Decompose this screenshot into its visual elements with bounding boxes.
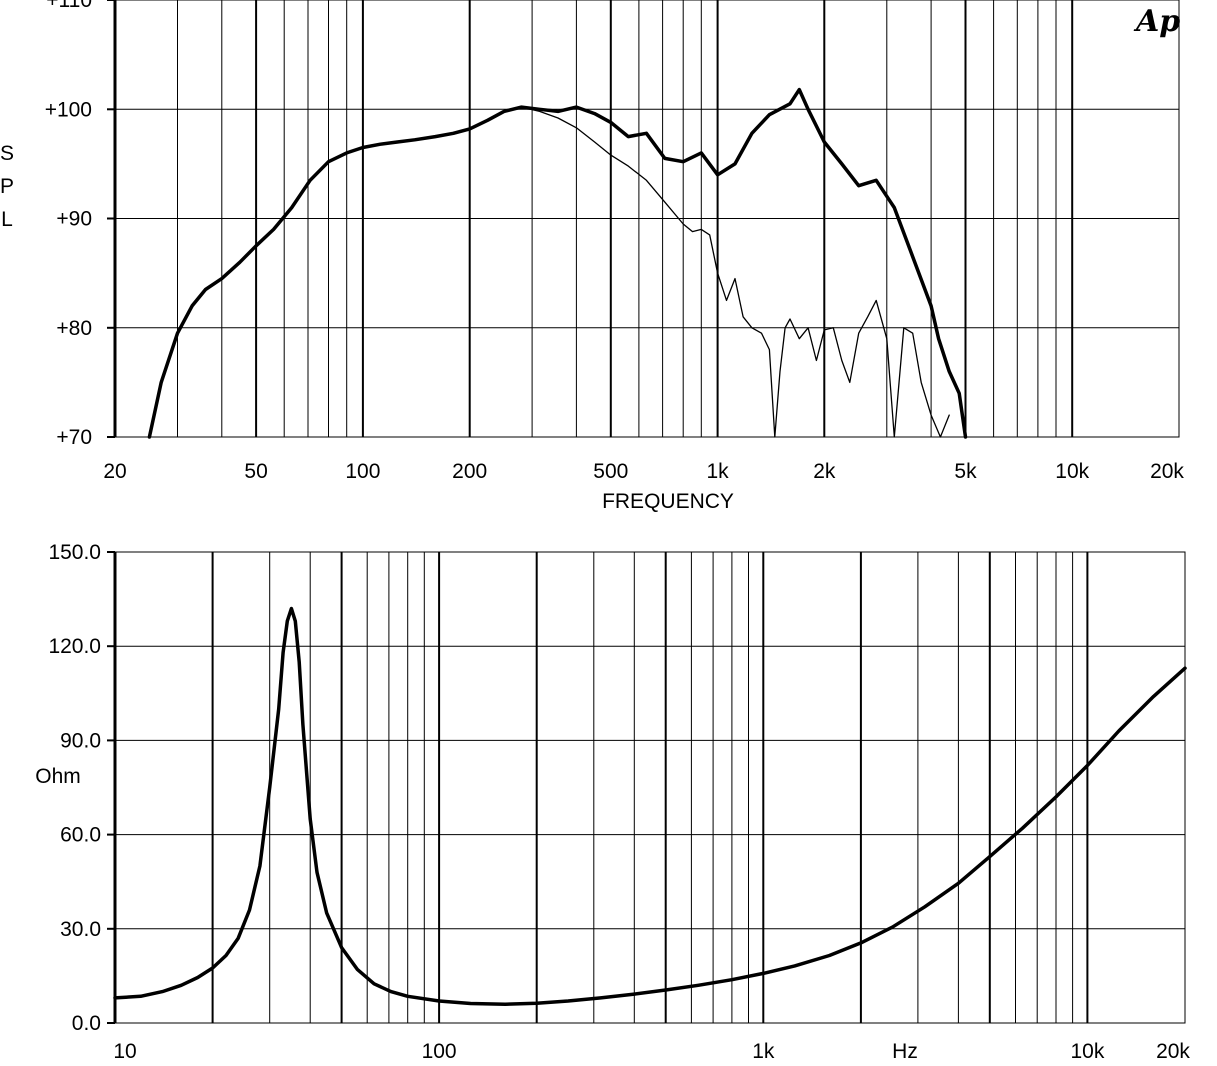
y-axis-title: Ohm — [35, 765, 81, 788]
x-tick-label: 100 — [345, 460, 380, 483]
x-tick-label: 2k — [813, 460, 836, 483]
x-tick-label: 1k — [752, 1040, 775, 1061]
y-tick-label: 90.0 — [60, 729, 101, 752]
y-tick-label: 60.0 — [60, 824, 101, 847]
x-axis-title: Hz — [892, 1040, 918, 1061]
x-tick-label: 200 — [452, 460, 487, 483]
x-tick-label: 500 — [593, 460, 628, 483]
x-tick-label: 50 — [244, 460, 267, 483]
x-tick-label: 20k — [1150, 460, 1184, 483]
y-tick-label: +90 — [56, 208, 92, 231]
x-tick-label: 20k — [1156, 1040, 1190, 1061]
x-tick-label: 1k — [707, 460, 730, 483]
y-tick-label: +80 — [56, 317, 92, 340]
x-tick-label: 5k — [954, 460, 977, 483]
x-tick-label: 20 — [103, 460, 126, 483]
y-tick-label: 0.0 — [72, 1012, 101, 1035]
x-tick-label: 10k — [1055, 460, 1089, 483]
x-axis-title: FREQUENCY — [602, 490, 734, 513]
ap-logo: Ap — [1133, 4, 1180, 39]
y-tick-label: +110 — [46, 0, 92, 12]
impedance-chart: 0.0 30.0 60.0 90.0 120.0 150.0 10 100 1k 10k 20k Hz… — [35, 541, 1190, 1063]
x-tick-label: 10k — [1070, 1040, 1104, 1061]
y-tick-label: 120.0 — [48, 635, 101, 658]
plot-frame — [114, 551, 1186, 1024]
x-tick-label: 10 — [113, 1040, 136, 1061]
series-line-2 — [520, 106, 950, 438]
spl-chart: +70 +80 +90 +100 +110 20 50 100 200 500 1k 2k 5k 10k 2… — [0, 0, 1184, 513]
x-tick-label: 100 — [422, 1040, 457, 1061]
y-tick-label: 30.0 — [60, 918, 101, 941]
series-line-1 — [113, 606, 1187, 1006]
series-line-1 — [147, 87, 968, 439]
y-tick-label: +100 — [45, 98, 92, 121]
y-tick-label: +70 — [56, 426, 92, 449]
y-tick-label: 150.0 — [48, 541, 101, 564]
